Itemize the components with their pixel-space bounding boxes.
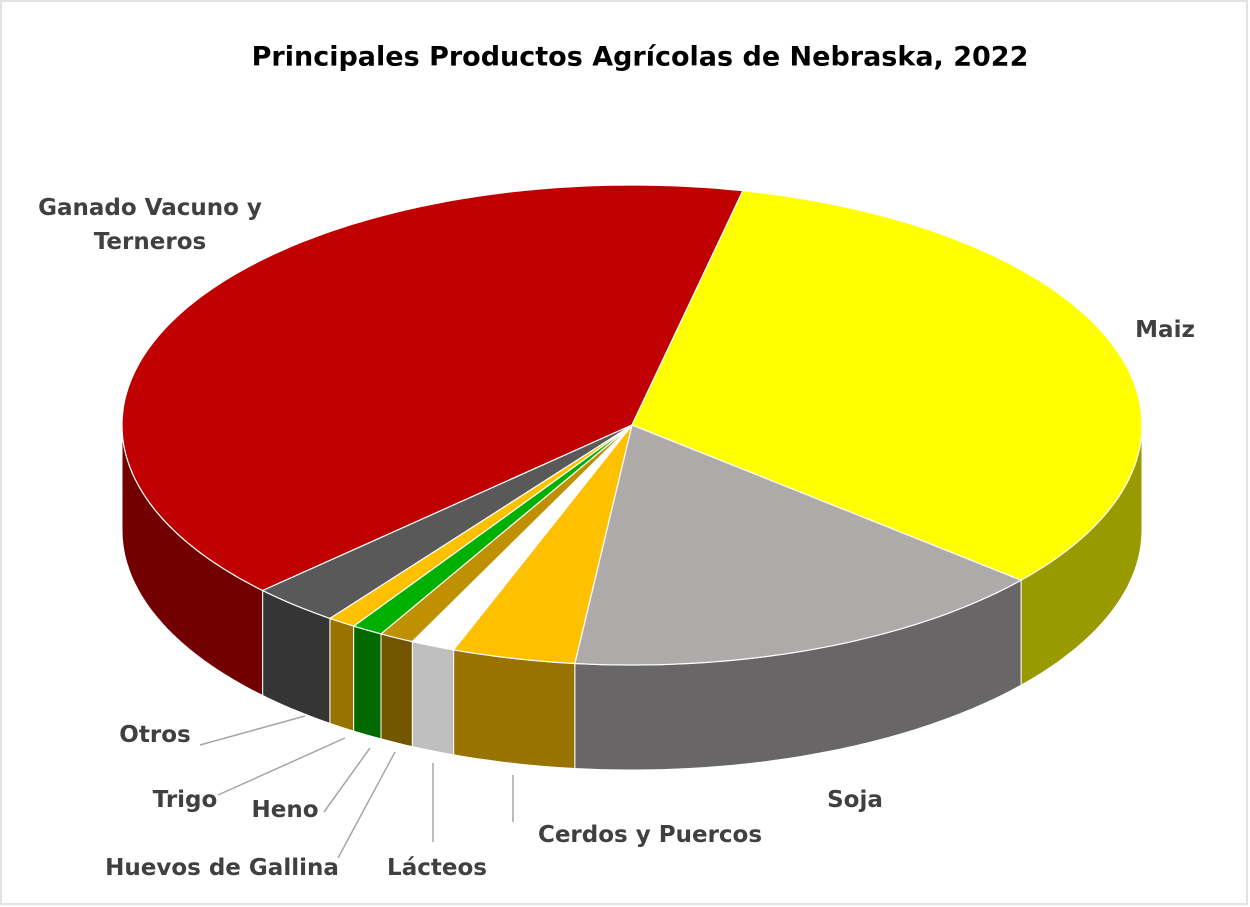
slice-label: Trigo [152,787,218,813]
pie-slice [261,424,633,620]
pie-side [353,625,382,740]
slice-label: Cerdos y Puercos [537,822,763,848]
leader-line [217,737,346,796]
chart-title: Principales Productos Agrícolas de Nebra… [251,41,1029,73]
pie-side [329,617,355,732]
pie-slice [574,424,1023,666]
slice-label: Soja [827,787,883,813]
leader-line [323,747,371,813]
pie-slice [121,184,744,592]
slice-label: Heno [251,797,319,823]
leader-line [199,715,306,746]
slice-label: Maiz [1135,317,1195,343]
pie-sides [121,424,1143,771]
slice-label: Lácteos [387,855,487,881]
pie-slice [452,424,633,665]
pie-slice [411,424,633,651]
pie-tops [121,184,1143,666]
slice-label: Otros [119,722,191,748]
slice-label: Huevos de Gallina [105,855,339,881]
slice-label: Ganado Vacuno y Terneros [38,195,262,255]
pie-slice [631,190,1143,581]
pie-side [411,640,455,756]
pie-side [380,633,413,748]
pie-side [453,649,576,770]
leader-lines [199,715,514,859]
leader-line [337,751,396,859]
